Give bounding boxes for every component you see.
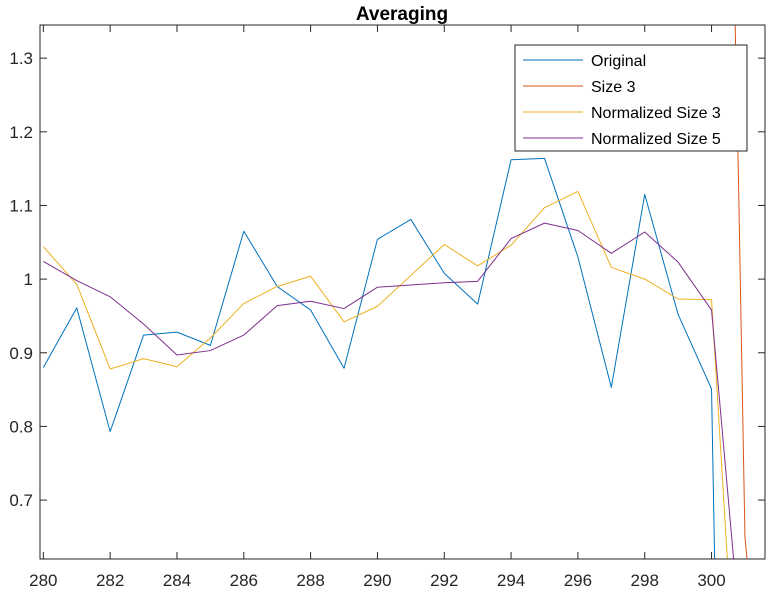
series-line-3 — [42, 190, 728, 559]
x-tick-label: 286 — [230, 571, 258, 590]
y-tick-label: 0.7 — [9, 491, 33, 510]
x-tick-label: 298 — [631, 571, 659, 590]
y-tick-label: 1.2 — [9, 123, 33, 142]
y-tick-label: 1 — [24, 270, 33, 289]
y-tick-label: 1.3 — [9, 49, 33, 68]
x-tick-label: 280 — [29, 571, 57, 590]
x-tick-label: 282 — [96, 571, 124, 590]
y-tick-label: 0.9 — [9, 344, 33, 363]
axes-layer: 280 282 284 286 288 290 292 294 296 298 300 0.7 0.8 0… — [9, 25, 765, 590]
x-tick-label: 284 — [163, 571, 191, 590]
series-line-1 — [42, 157, 716, 559]
y-tick-label: 0.8 — [9, 417, 33, 436]
legend[interactable]: Original Size 3 Normalized Size 3 Normalize… — [514, 44, 748, 152]
legend-label-1: Original — [591, 53, 646, 70]
chart-title: Averaging — [356, 4, 448, 25]
legend-label-4: Normalized Size 5 — [591, 131, 721, 148]
legend-box — [514, 44, 748, 152]
series-line-4 — [43, 222, 735, 559]
x-tick-label: 292 — [430, 571, 458, 590]
x-tick-label: 290 — [363, 571, 391, 590]
y-tick-label: 1.1 — [9, 196, 33, 215]
plot-frame — [39, 24, 766, 560]
x-tick-label: 288 — [296, 571, 324, 590]
series-layer — [42, 25, 748, 559]
legend-label-2: Size 3 — [591, 79, 636, 96]
legend-label-3: Normalized Size 3 — [591, 105, 721, 122]
x-tick-label: 296 — [564, 571, 592, 590]
x-tick-label: 294 — [497, 571, 525, 590]
x-tick-label: 300 — [697, 571, 725, 590]
